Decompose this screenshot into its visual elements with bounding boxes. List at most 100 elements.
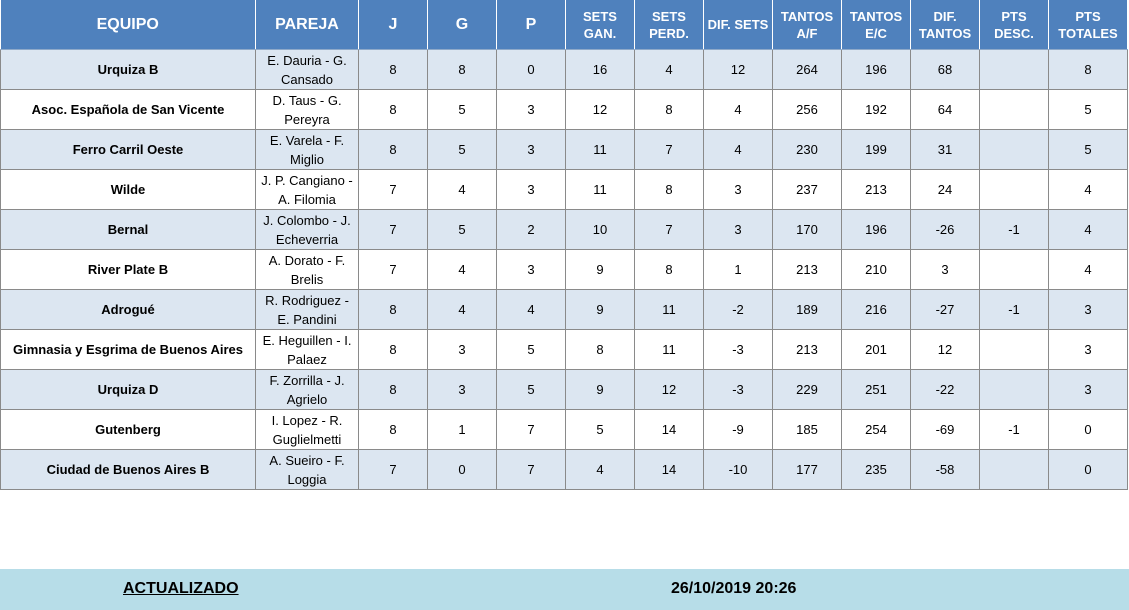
cell-tantos-af: 264 (772, 49, 842, 90)
cell-pareja: J. Colombo - J. Echeverria (255, 209, 359, 250)
cell-pts-totales: 5 (1048, 129, 1128, 170)
cell-dif-tantos: -26 (910, 209, 980, 250)
cell-sets-gan: 11 (565, 129, 635, 170)
table-row: River Plate B A. Dorato - F. Brelis 7 4 3 9 8 1… (0, 249, 1128, 290)
cell-pts-desc (979, 169, 1049, 210)
cell-p: 3 (496, 249, 566, 290)
cell-p: 7 (496, 449, 566, 490)
cell-equipo: Urquiza D (0, 369, 256, 410)
cell-equipo: Adrogué (0, 289, 256, 330)
cell-sets-gan: 16 (565, 49, 635, 90)
cell-p: 7 (496, 409, 566, 450)
cell-equipo: Ciudad de Buenos Aires B (0, 449, 256, 490)
table-row: Asoc. Española de San Vicente D. Taus - G… (0, 89, 1128, 130)
cell-g: 0 (427, 449, 497, 490)
cell-dif-sets: -10 (703, 449, 773, 490)
cell-p: 2 (496, 209, 566, 250)
cell-tantos-ec: 210 (841, 249, 911, 290)
cell-dif-sets: 4 (703, 89, 773, 130)
cell-sets-perd: 4 (634, 49, 704, 90)
cell-g: 4 (427, 249, 497, 290)
cell-j: 8 (358, 89, 428, 130)
cell-dif-tantos: 64 (910, 89, 980, 130)
cell-p: 3 (496, 89, 566, 130)
cell-pareja: E. Dauria - G. Cansado (255, 49, 359, 90)
cell-tantos-af: 213 (772, 249, 842, 290)
cell-pts-totales: 5 (1048, 89, 1128, 130)
cell-pts-totales: 3 (1048, 289, 1128, 330)
cell-pts-totales: 8 (1048, 49, 1128, 90)
cell-equipo: Bernal (0, 209, 256, 250)
cell-equipo: Asoc. Española de San Vicente (0, 89, 256, 130)
header-equipo: EQUIPO (0, 0, 256, 50)
cell-j: 8 (358, 129, 428, 170)
cell-j: 7 (358, 169, 428, 210)
cell-pts-desc (979, 329, 1049, 370)
cell-dif-tantos: 12 (910, 329, 980, 370)
cell-dif-sets: 3 (703, 169, 773, 210)
cell-tantos-af: 170 (772, 209, 842, 250)
cell-equipo: Gimnasia y Esgrima de Buenos Aires (0, 329, 256, 370)
cell-p: 5 (496, 369, 566, 410)
header-pareja: PAREJA (255, 0, 359, 50)
cell-dif-tantos: -22 (910, 369, 980, 410)
cell-pts-totales: 3 (1048, 369, 1128, 410)
cell-tantos-ec: 216 (841, 289, 911, 330)
cell-sets-perd: 8 (634, 169, 704, 210)
cell-tantos-af: 230 (772, 129, 842, 170)
cell-equipo: Ferro Carril Oeste (0, 129, 256, 170)
header-pts-totales: PTS TOTALES (1048, 0, 1128, 50)
updated-timestamp: 26/10/2019 20:26 (671, 580, 797, 597)
cell-sets-gan: 9 (565, 289, 635, 330)
cell-sets-perd: 8 (634, 249, 704, 290)
cell-g: 4 (427, 289, 497, 330)
cell-tantos-ec: 254 (841, 409, 911, 450)
cell-dif-sets: -9 (703, 409, 773, 450)
header-sets-perd: SETS PERD. (634, 0, 704, 50)
cell-sets-perd: 8 (634, 89, 704, 130)
cell-equipo: Urquiza B (0, 49, 256, 90)
cell-sets-gan: 4 (565, 449, 635, 490)
cell-pts-desc: -1 (979, 289, 1049, 330)
table-row: Urquiza D F. Zorrilla - J. Agrielo 8 3 5 9 12-… (0, 369, 1128, 410)
cell-sets-gan: 9 (565, 369, 635, 410)
cell-j: 7 (358, 249, 428, 290)
cell-tantos-ec: 213 (841, 169, 911, 210)
cell-tantos-ec: 199 (841, 129, 911, 170)
cell-pareja: R. Rodriguez - E. Pandini (255, 289, 359, 330)
header-tantos-ec: TANTOS E/C (841, 0, 911, 50)
cell-pts-totales: 4 (1048, 249, 1128, 290)
table-row: Gimnasia y Esgrima de Buenos Aires E. Heg… (0, 329, 1128, 370)
cell-tantos-ec: 251 (841, 369, 911, 410)
cell-pts-desc (979, 49, 1049, 90)
cell-g: 1 (427, 409, 497, 450)
cell-dif-tantos: -27 (910, 289, 980, 330)
table-header-row: EQUIPO PAREJA J G P SETS GAN. SETS PERD.… (0, 0, 1128, 50)
cell-p: 3 (496, 129, 566, 170)
cell-pareja: J. P. Cangiano - A. Filomia (255, 169, 359, 210)
cell-sets-gan: 12 (565, 89, 635, 130)
cell-sets-perd: 12 (634, 369, 704, 410)
cell-sets-gan: 5 (565, 409, 635, 450)
cell-dif-sets: 12 (703, 49, 773, 90)
cell-g: 3 (427, 329, 497, 370)
cell-dif-sets: 1 (703, 249, 773, 290)
cell-dif-tantos: 24 (910, 169, 980, 210)
standings-body: Urquiza B E. Dauria - G. Cansado 8 8 0 16 4 12 2… (0, 49, 1128, 490)
cell-sets-perd: 11 (634, 329, 704, 370)
cell-p: 5 (496, 329, 566, 370)
cell-tantos-ec: 196 (841, 49, 911, 90)
table-row: Wilde J. P. Cangiano - A. Filomia 7 4 3 11 8 3 2… (0, 169, 1128, 210)
cell-pts-desc: -1 (979, 209, 1049, 250)
cell-tantos-ec: 235 (841, 449, 911, 490)
cell-tantos-af: 256 (772, 89, 842, 130)
update-footer: ACTUALIZADO 26/10/2019 20:26 (0, 569, 1129, 610)
cell-pareja: I. Lopez - R. Guglielmetti (255, 409, 359, 450)
cell-pareja: A. Sueiro - F. Loggia (255, 449, 359, 490)
cell-pts-totales: 4 (1048, 169, 1128, 210)
cell-dif-tantos: -69 (910, 409, 980, 450)
cell-sets-perd: 14 (634, 409, 704, 450)
header-pts-desc: PTS DESC. (979, 0, 1049, 50)
cell-tantos-af: 213 (772, 329, 842, 370)
